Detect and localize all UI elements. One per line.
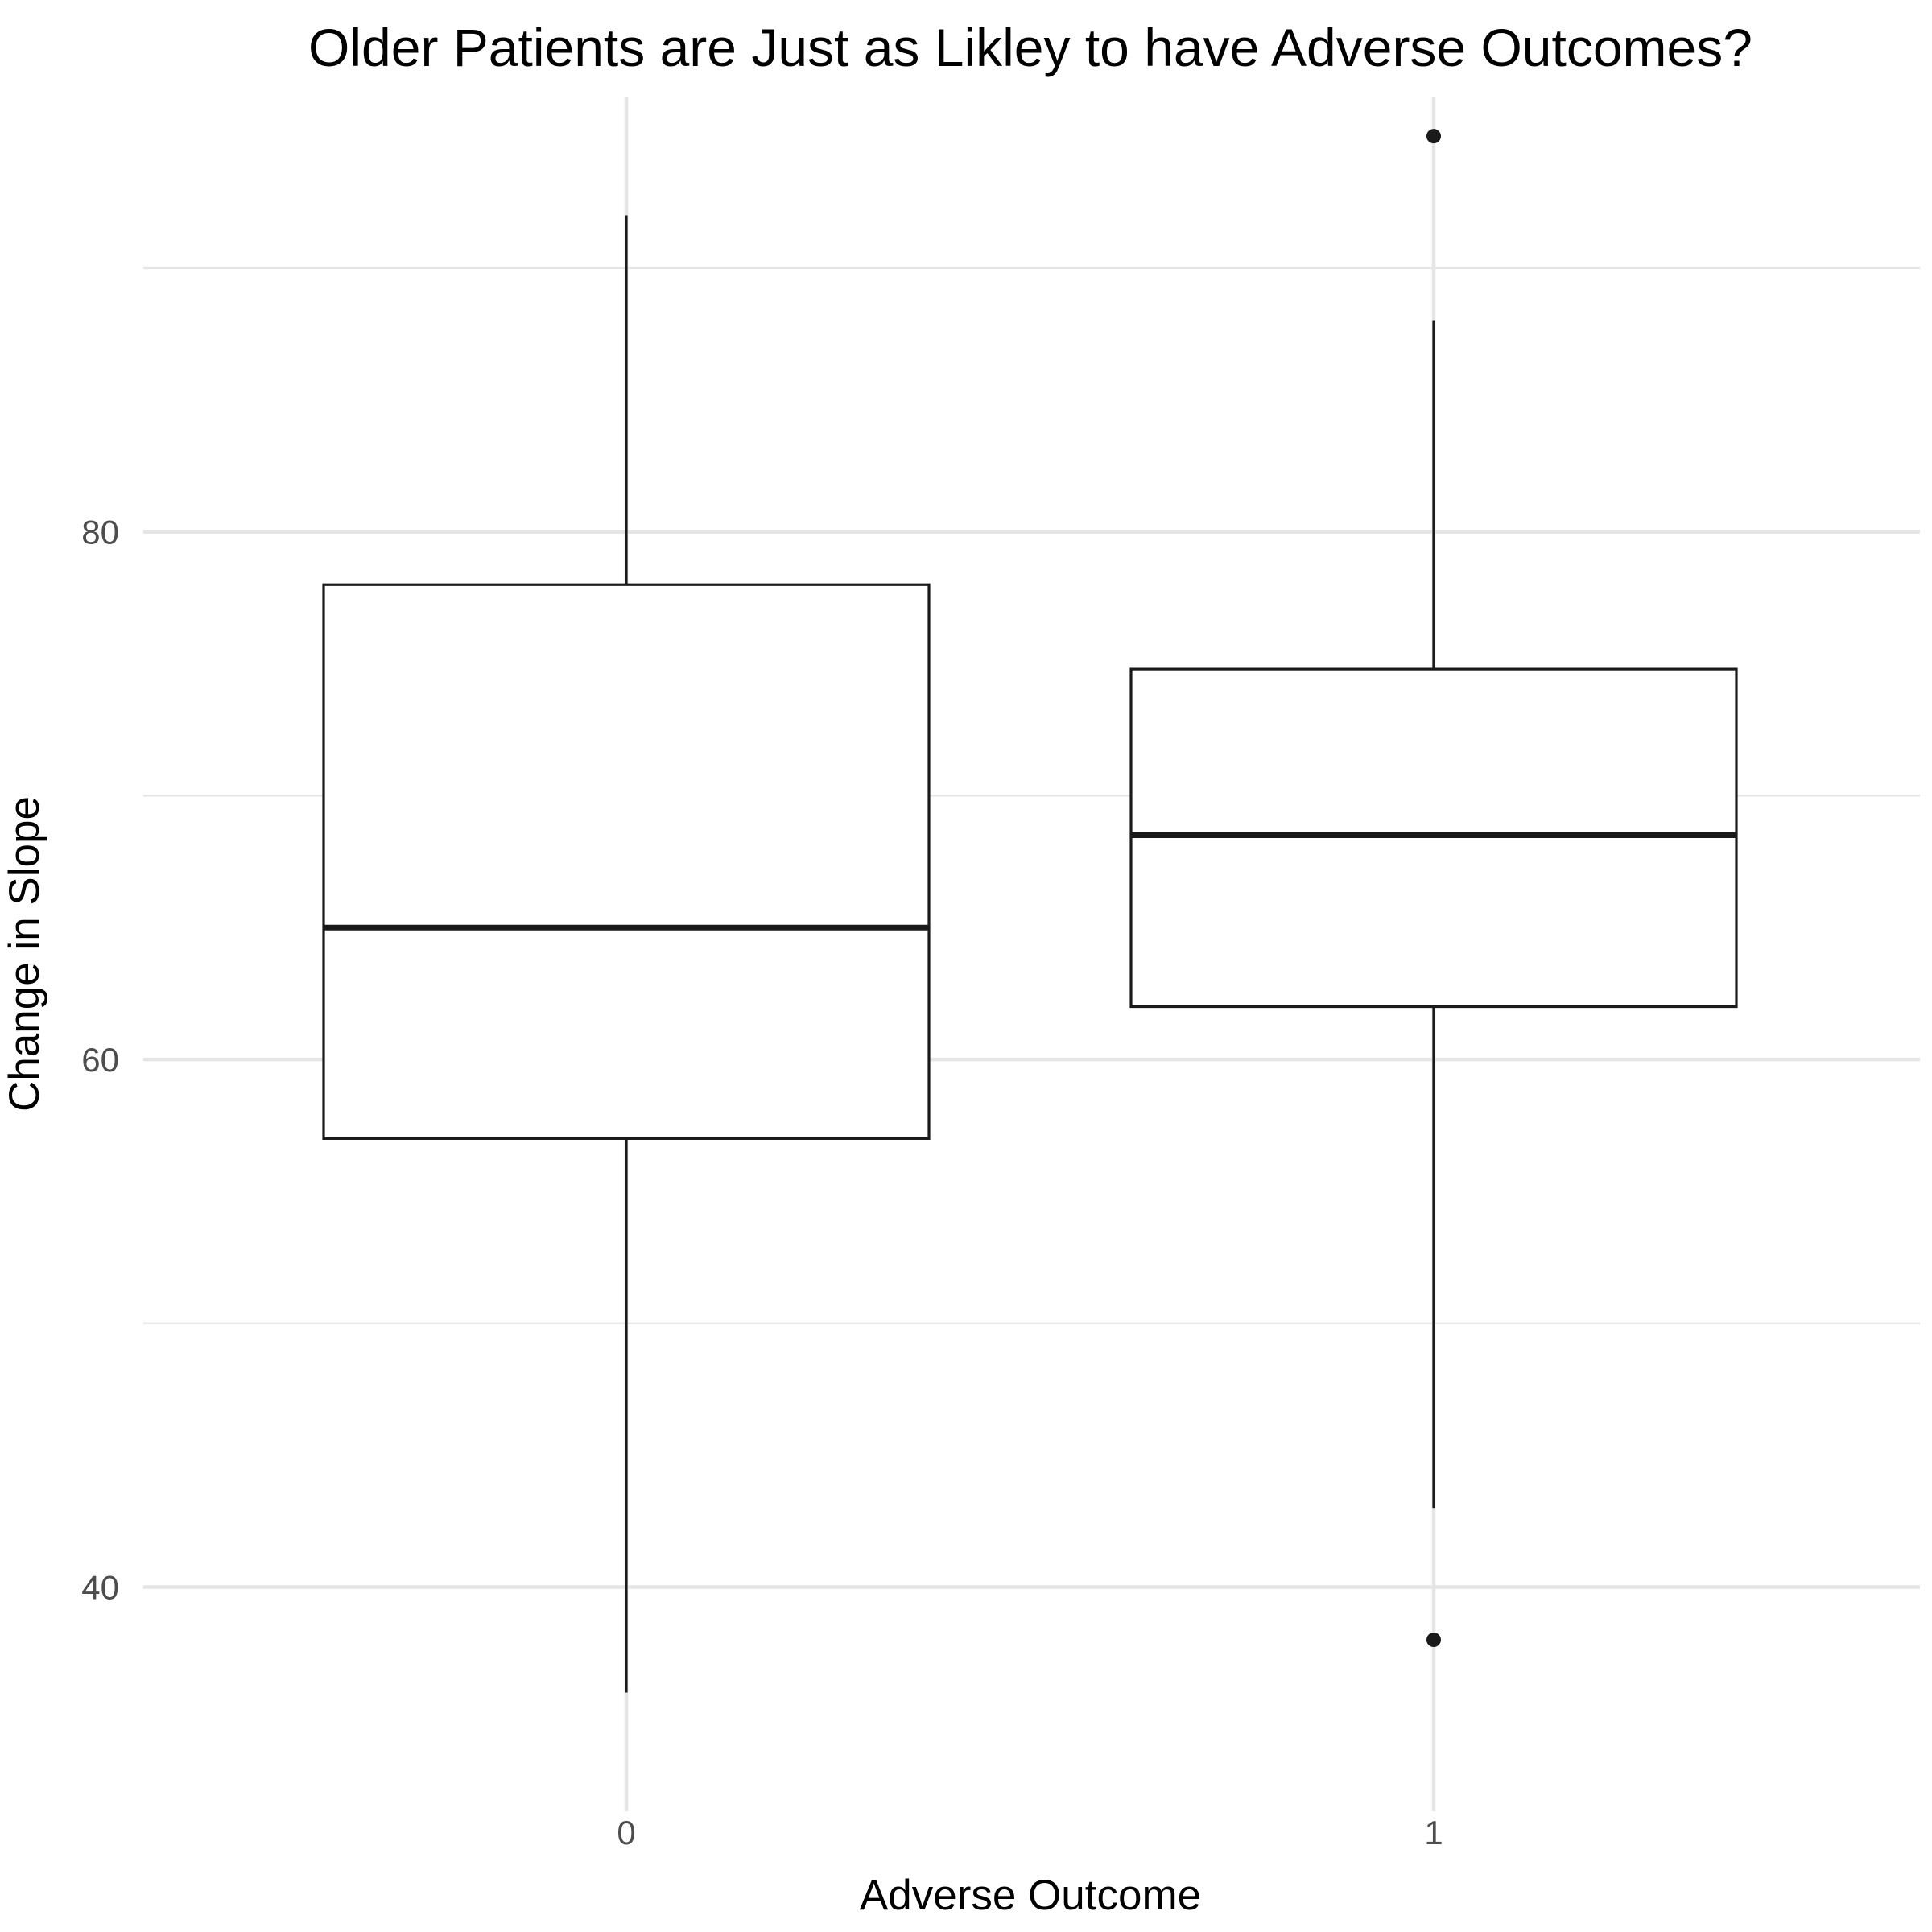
box-group: [322, 215, 931, 1693]
box-series: [322, 129, 1738, 1693]
outlier-point: [1426, 129, 1441, 144]
y-tick-label: 60: [81, 1041, 119, 1079]
chart-title: Older Patients are Just as Likley to hav…: [308, 18, 1752, 77]
box-group: [1129, 129, 1738, 1647]
y-axis-tick-labels: 40 60 80: [81, 514, 119, 1607]
x-tick-label: 0: [617, 1814, 635, 1852]
x-axis-title: Adverse Outcome: [860, 1872, 1201, 1919]
outlier-point: [1426, 1633, 1441, 1647]
box-iqr: [322, 583, 931, 1140]
y-axis-title: Change in Slope: [1, 796, 48, 1112]
x-tick-label: 1: [1424, 1814, 1443, 1852]
y-tick-label: 80: [81, 514, 119, 551]
y-tick-label: 40: [81, 1568, 119, 1606]
